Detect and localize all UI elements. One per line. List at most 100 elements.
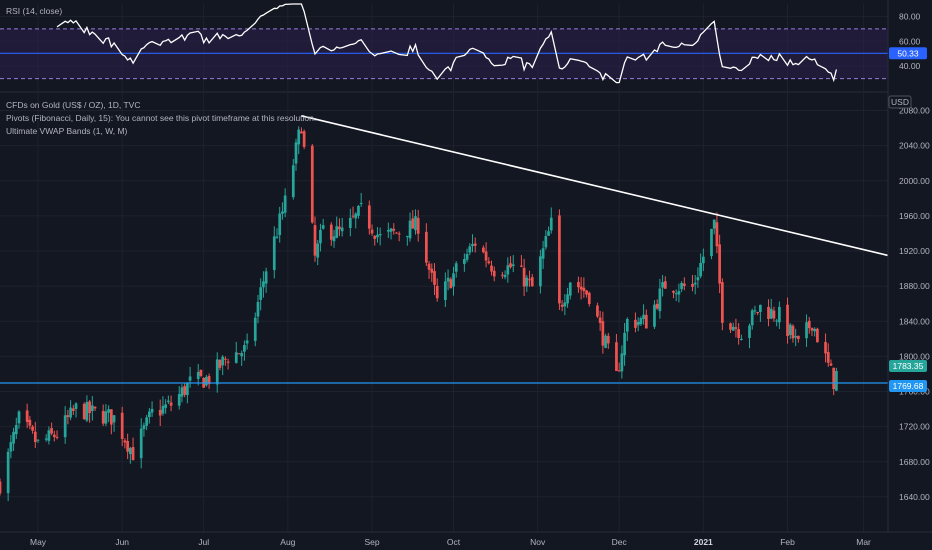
candle-body (164, 404, 168, 408)
time-axis[interactable]: May Jun Jul Aug Sep Oct Nov Dec 2021 Feb Mar (0, 531, 932, 547)
candle-body (338, 226, 341, 230)
candle-body (693, 282, 697, 285)
candle-body (636, 321, 640, 326)
candle-body (720, 282, 724, 323)
candle-body (300, 131, 303, 134)
candle-body (392, 228, 396, 231)
candle-body (794, 335, 798, 338)
candle-body (215, 359, 219, 385)
time-tick-label: Sep (364, 537, 379, 547)
rsi-tick-label: 60.00 (899, 36, 921, 46)
candle-body (490, 265, 493, 272)
candle-body (482, 247, 485, 253)
currency-badge[interactable]: USD (888, 95, 912, 109)
candle-body (577, 281, 580, 288)
candle-body (772, 310, 776, 319)
candle-body (596, 305, 599, 317)
candle-body (107, 409, 110, 413)
candle-body (262, 281, 265, 288)
price-grid (0, 93, 888, 533)
candle-body (598, 317, 602, 323)
candle-body (196, 371, 200, 380)
candle-body (756, 311, 760, 313)
candle-body (797, 335, 800, 340)
candle-body (832, 367, 836, 390)
candle-body (663, 281, 667, 289)
candle-body (579, 286, 583, 290)
candle-body (414, 216, 417, 231)
candle-body (587, 292, 591, 305)
candle-body (696, 277, 700, 281)
svg-text:1769.68: 1769.68 (893, 381, 924, 391)
candle-body (454, 263, 458, 272)
candle-body (544, 236, 548, 248)
price-panel[interactable]: CFDs on Gold (US$ / OZ), 1D, TVC Pivots … (0, 100, 889, 502)
candle-body (642, 314, 645, 320)
candle-body (405, 235, 409, 237)
price-axis[interactable]: 80.00 60.00 40.00 1640.00 1680.00 1720.00 176… (887, 0, 930, 532)
candle-body (435, 285, 439, 299)
rsi-panel[interactable]: RSI (14, close) (0, 3, 888, 84)
candle-body (389, 228, 393, 232)
candle-body (82, 403, 86, 420)
candle-body (161, 405, 165, 414)
candle-body (207, 376, 211, 385)
candle-body (506, 265, 510, 275)
candle-body (33, 431, 37, 443)
candle-body (701, 256, 705, 264)
candle-body (778, 306, 781, 323)
candle-body (658, 288, 662, 312)
candle-body (625, 318, 629, 332)
last-price-badge: 1783.35 (889, 360, 927, 373)
candle-body (31, 426, 34, 431)
candle-body (109, 409, 113, 425)
candle-body (50, 428, 53, 434)
candle-body (281, 211, 284, 214)
candle-body (775, 320, 779, 322)
candle-body (88, 401, 91, 414)
candle-body (528, 279, 531, 281)
trendline[interactable] (301, 115, 889, 257)
candle-body (740, 338, 743, 340)
candle-body (218, 359, 222, 368)
candle-body (471, 244, 474, 247)
candle-body (753, 310, 757, 312)
candle-body (606, 335, 610, 344)
candle-body (433, 271, 436, 285)
candle-body (397, 233, 401, 235)
price-tick-label: 1880.00 (899, 281, 930, 291)
time-tick-label: Oct (447, 537, 461, 547)
candle-body (245, 340, 249, 344)
candle-body (6, 451, 10, 494)
price-tick-label: 1720.00 (899, 422, 930, 432)
candle-body (69, 407, 72, 418)
candle-body (291, 165, 295, 198)
svg-text:1783.35: 1783.35 (893, 361, 924, 371)
candle-body (264, 271, 268, 284)
candle-body (816, 328, 819, 343)
candle-body (378, 233, 382, 236)
candle-body (563, 302, 567, 307)
candle-body (549, 217, 553, 231)
candle-body (44, 438, 48, 440)
candle-body (568, 282, 572, 296)
candle-body (188, 376, 192, 381)
candle-body (90, 405, 94, 411)
candle-body (791, 325, 795, 339)
candle-body (221, 356, 225, 366)
candle-body (351, 215, 355, 217)
price-legend[interactable]: CFDs on Gold (US$ / OZ), 1D, TVC Pivots … (6, 100, 316, 136)
candle-body (104, 411, 108, 424)
candle-body (452, 273, 455, 287)
candle-body (826, 352, 830, 363)
candle-body (661, 282, 664, 288)
candle-body (386, 230, 390, 232)
candle-body (731, 326, 735, 331)
rsi-legend[interactable]: RSI (14, close) (6, 6, 62, 16)
candle-body (55, 436, 59, 438)
candle-body (734, 327, 738, 329)
candle-body (788, 324, 792, 335)
candle-body (750, 310, 754, 326)
